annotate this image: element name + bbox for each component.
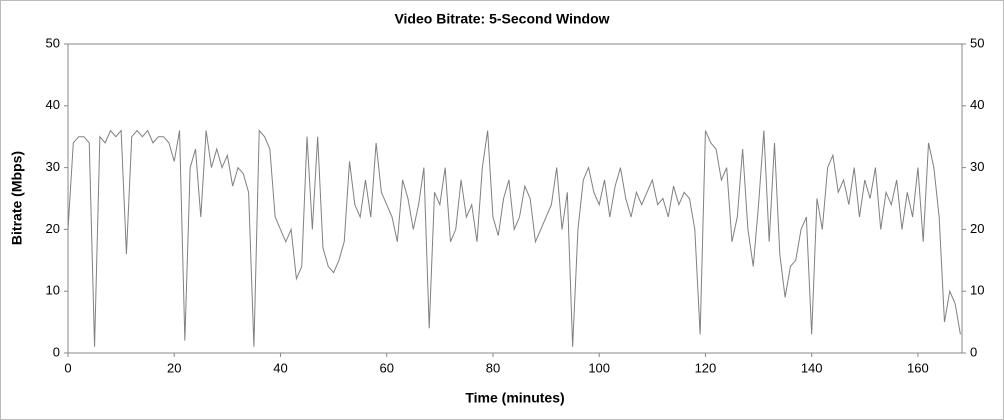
y-tick-label: 20 [46, 221, 60, 236]
y2-tick-label: 40 [970, 97, 984, 112]
x-tick-label: 100 [588, 360, 610, 375]
x-tick-label: 20 [167, 360, 181, 375]
y-tick-label: 0 [53, 344, 60, 359]
x-tick-label: 80 [486, 360, 500, 375]
x-tick-label: 120 [695, 360, 717, 375]
y2-tick-label: 0 [970, 344, 977, 359]
x-axis-label: Time (minutes) [465, 390, 564, 406]
x-tick-label: 140 [801, 360, 823, 375]
y-tick-label: 50 [46, 35, 60, 50]
x-tick-label: 60 [379, 360, 393, 375]
y-tick-label: 10 [46, 283, 60, 298]
x-tick-label: 160 [907, 360, 929, 375]
y2-tick-label: 20 [970, 221, 984, 236]
y-tick-label: 30 [46, 159, 60, 174]
x-tick-label: 40 [273, 360, 287, 375]
x-tick-label: 0 [64, 360, 71, 375]
chart-title: Video Bitrate: 5-Second Window [394, 11, 609, 27]
y2-tick-label: 10 [970, 283, 984, 298]
y-tick-label: 40 [46, 97, 60, 112]
y2-tick-label: 50 [970, 35, 984, 50]
data-line [67, 129, 961, 347]
y-axis-label: Bitrate (Mbps) [9, 151, 25, 245]
y2-tick-label: 30 [970, 159, 984, 174]
